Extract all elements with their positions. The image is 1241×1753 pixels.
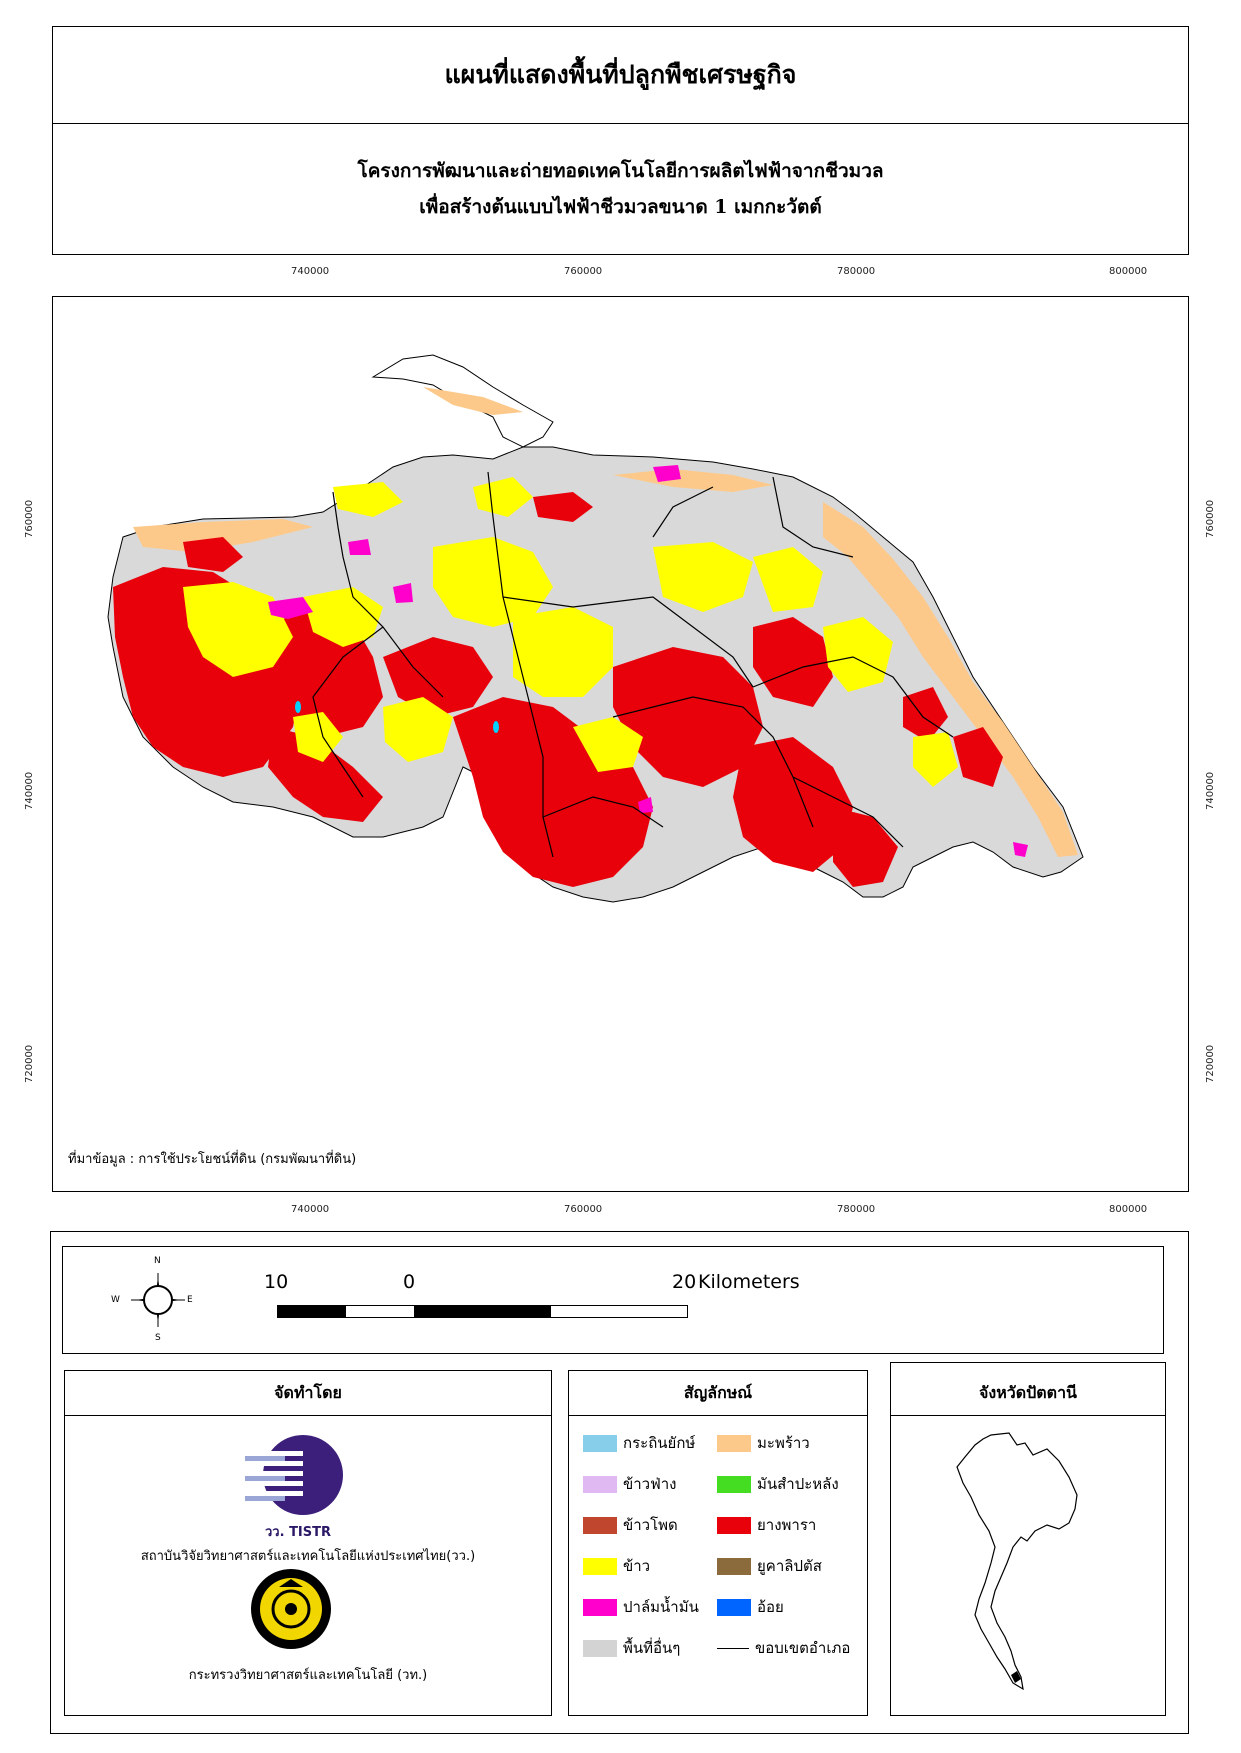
legend-item: ข้าว (583, 1554, 650, 1578)
data-source-note: ที่มาข้อมูล : การใช้ประโยชน์ที่ดิน (กรมพ… (68, 1152, 357, 1167)
oil-palm-areas (268, 465, 1028, 857)
coconut-areas (133, 387, 1078, 857)
legend-label: ข้าวโพด (623, 1516, 678, 1534)
legend-swatch (583, 1434, 617, 1452)
y-tick-left-740000: 740000 (24, 771, 35, 810)
legend-item: ยางพารา (717, 1513, 816, 1537)
legend-label: อ้อย (757, 1598, 784, 1616)
legend-label: ยางพารา (757, 1516, 817, 1534)
legend-label: พื้นที่อื่นๆ (623, 1639, 681, 1657)
org-name-tistr: สถาบันวิจัยวิทยาศาสตร์และเทคโนโลยีแห่งปร… (140, 1549, 476, 1564)
y-tick-left-760000: 760000 (24, 499, 35, 538)
ministry-seal-logo (251, 1569, 331, 1649)
water-bodies (295, 701, 499, 733)
y-tick-left-720000: 720000 (24, 1044, 35, 1083)
y-tick-right-740000: 740000 (1205, 771, 1216, 810)
x-tick-bottom-780000: 780000 (837, 1204, 876, 1215)
legend-swatch (717, 1516, 751, 1534)
legend-swatch (583, 1557, 617, 1575)
legend-heading: สัญลักษณ์ (569, 1371, 867, 1416)
legend-label: มันสำปะหลัง (757, 1475, 839, 1493)
legend-label: ข้าวฟ่าง (623, 1475, 677, 1493)
subtitle-line-2: เพื่อสร้างต้นแบบไฟฟ้าชีวมวลขนาด 1 เมกกะว… (419, 196, 822, 218)
north-arrow-icon (131, 1273, 185, 1327)
tistr-logo-text: วว. TISTR (265, 1525, 332, 1540)
legend-label: ขอบเขตอำเภอ (755, 1639, 851, 1657)
info-panel (50, 1231, 1189, 1734)
map-subtitle-box: โครงการพัฒนาและถ่ายทอดเทคโนโลยีการผลิตไฟ… (52, 124, 1189, 255)
producer-panel: จัดทำโดย วว. TISTR สถาบันวิจัยวิทยาศาสตร… (64, 1370, 552, 1716)
x-tick-top-760000: 760000 (564, 266, 603, 277)
map-frame[interactable] (52, 296, 1189, 1192)
legend-item: ข้าวโพด (583, 1513, 678, 1537)
scale-bar (277, 1305, 688, 1318)
legend-item: ขอบเขตอำเภอ (717, 1636, 850, 1660)
legend-swatch (717, 1434, 751, 1452)
legend-panel: สัญลักษณ์ กระถินยักษ์ข้าวฟ่างข้าวโพดข้าว… (568, 1370, 868, 1716)
legend-label: ข้าว (623, 1557, 651, 1575)
legend-item: พื้นที่อื่นๆ (583, 1636, 680, 1660)
legend-swatch (583, 1598, 617, 1616)
map-title-box: แผนที่แสดงพื้นที่ปลูกพืชเศรษฐกิจ (52, 26, 1189, 124)
rice-areas (183, 477, 958, 787)
subtitle-line-1: โครงการพัฒนาและถ่ายทอดเทคโนโลยีการผลิตไฟ… (357, 160, 884, 182)
legend-swatch (717, 1557, 751, 1575)
legend-label: มะพร้าว (757, 1434, 810, 1452)
producer-heading: จัดทำโดย (65, 1371, 551, 1416)
y-tick-right-760000: 760000 (1205, 499, 1216, 538)
province-heading: จังหวัดปัตตานี (891, 1371, 1165, 1416)
legend-item: ยูคาลิปตัส (717, 1554, 822, 1578)
x-tick-top-780000: 780000 (837, 266, 876, 277)
scale-label-10: 10 (264, 1271, 289, 1293)
legend-item: มะพร้าว (717, 1431, 810, 1455)
compass-east-label: E (187, 1295, 193, 1305)
org-name-ministry: กระทรวงวิทยาศาสตร์และเทคโนโลยี (วท.) (188, 1668, 428, 1683)
scale-bar-box: N S E W 10 0 20 Kilometers (62, 1246, 1164, 1354)
compass-north-label: N (154, 1256, 161, 1266)
legend-item: กระถินยักษ์ (583, 1431, 695, 1455)
land-use-map[interactable] (53, 297, 1190, 1193)
thailand-locator-map (956, 1432, 1078, 1691)
legend-swatch (717, 1598, 751, 1616)
scale-label-20: 20 (672, 1271, 697, 1293)
legend-item: ปาล์มน้ำมัน (583, 1595, 699, 1619)
legend-label: ปาล์มน้ำมัน (623, 1598, 699, 1616)
x-tick-top-800000: 800000 (1109, 266, 1148, 277)
map-title: แผนที่แสดงพื้นที่ปลูกพืชเศรษฐกิจ (444, 60, 797, 89)
legend-label: กระถินยักษ์ (623, 1434, 696, 1452)
legend-line-symbol (717, 1647, 749, 1649)
legend-label: ยูคาลิปตัส (757, 1557, 822, 1575)
compass-south-label: S (155, 1333, 161, 1343)
x-tick-bottom-740000: 740000 (291, 1204, 330, 1215)
province-locator-panel: จังหวัดปัตตานี (890, 1362, 1166, 1716)
x-tick-top-740000: 740000 (291, 266, 330, 277)
legend-item: ข้าวฟ่าง (583, 1472, 676, 1496)
legend-swatch (583, 1475, 617, 1493)
x-tick-bottom-800000: 800000 (1109, 1204, 1148, 1215)
tistr-logo (245, 1435, 343, 1515)
x-tick-bottom-760000: 760000 (564, 1204, 603, 1215)
legend-swatch (583, 1639, 617, 1657)
legend-swatch (717, 1475, 751, 1493)
legend-swatch (583, 1516, 617, 1534)
scale-unit-label: Kilometers (698, 1271, 800, 1293)
compass-west-label: W (111, 1295, 120, 1305)
legend-item: อ้อย (717, 1595, 784, 1619)
y-tick-right-720000: 720000 (1205, 1044, 1216, 1083)
legend-item: มันสำปะหลัง (717, 1472, 839, 1496)
district-boundaries (312, 471, 954, 858)
scale-label-0: 0 (403, 1271, 416, 1293)
